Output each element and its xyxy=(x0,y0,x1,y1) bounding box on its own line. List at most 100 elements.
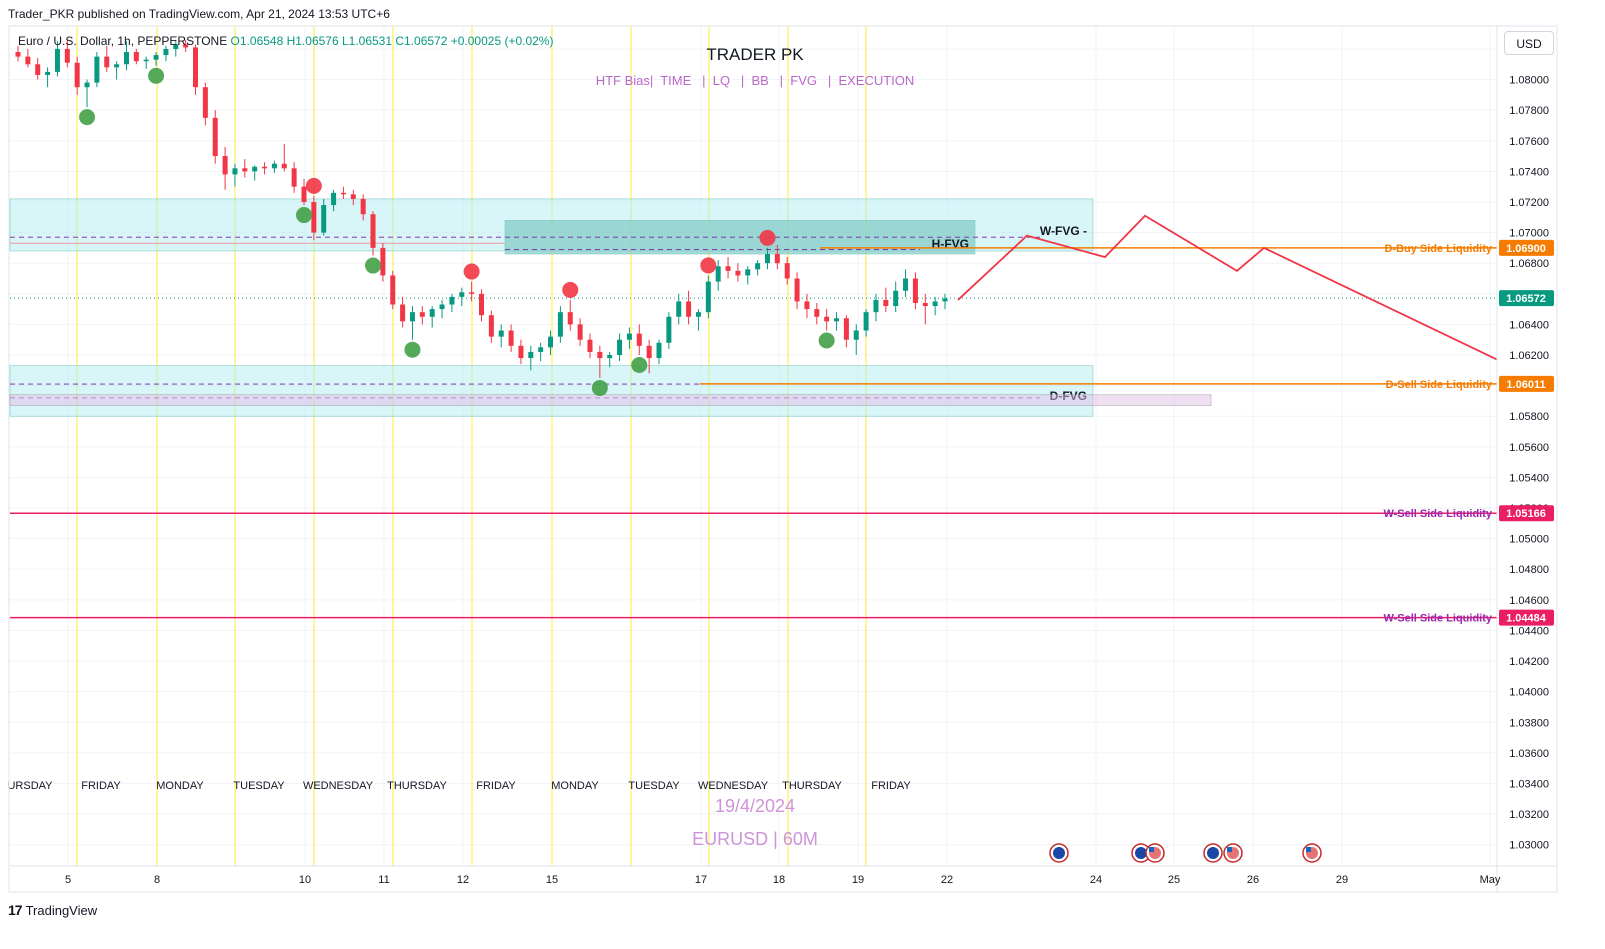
candle-body[interactable] xyxy=(735,270,741,276)
candle-body[interactable] xyxy=(104,56,110,68)
us-flag-icon[interactable] xyxy=(1145,843,1165,863)
candle-body[interactable] xyxy=(922,302,928,307)
candle-body[interactable] xyxy=(419,312,425,317)
candle-body[interactable] xyxy=(715,266,721,282)
eu-flag-icon[interactable] xyxy=(1203,843,1223,863)
candle-body[interactable] xyxy=(804,301,810,310)
candle-body[interactable] xyxy=(15,52,21,57)
candle-body[interactable] xyxy=(626,333,632,340)
tradingview-logo[interactable]: 17 TradingView xyxy=(8,902,97,918)
candle-body[interactable] xyxy=(824,316,830,322)
candle-body[interactable] xyxy=(429,309,435,317)
candle-body[interactable] xyxy=(252,166,258,172)
candle-body[interactable] xyxy=(183,44,189,48)
candle-body[interactable] xyxy=(528,351,534,359)
candle-body[interactable] xyxy=(814,309,820,317)
candle-body[interactable] xyxy=(508,330,514,346)
candle-body[interactable] xyxy=(449,296,455,305)
candle-body[interactable] xyxy=(873,299,879,313)
candle-body[interactable] xyxy=(764,254,770,264)
candle-body[interactable] xyxy=(459,292,465,297)
candle-body[interactable] xyxy=(794,278,800,302)
candle-body[interactable] xyxy=(666,316,672,343)
candle-body[interactable] xyxy=(242,168,248,172)
candle-body[interactable] xyxy=(54,48,60,72)
candle-body[interactable] xyxy=(281,163,287,169)
candle-body[interactable] xyxy=(863,312,869,331)
candle-body[interactable] xyxy=(587,339,593,352)
candle-body[interactable] xyxy=(577,324,583,340)
candle-body[interactable] xyxy=(193,47,199,88)
candle-body[interactable] xyxy=(331,192,337,206)
candle-body[interactable] xyxy=(784,263,790,279)
candle-body[interactable] xyxy=(212,117,218,157)
currency-button[interactable]: USD xyxy=(1504,31,1554,55)
time-axis[interactable]: 5 8 10 11 12 15 17 18 19 22 24 25 26 29 May xyxy=(65,874,1501,886)
candle-body[interactable] xyxy=(883,299,889,307)
candle-body[interactable] xyxy=(123,52,129,65)
candle-body[interactable] xyxy=(94,56,100,83)
candle-body[interactable] xyxy=(301,186,307,202)
candle-body[interactable] xyxy=(518,345,524,359)
candle-body[interactable] xyxy=(834,318,840,322)
candle-body[interactable] xyxy=(597,351,603,359)
candle-body[interactable] xyxy=(607,355,613,359)
candle-body[interactable] xyxy=(390,275,396,305)
candle-body[interactable] xyxy=(488,315,494,337)
candle-body[interactable] xyxy=(932,301,938,307)
candle-body[interactable] xyxy=(676,301,682,317)
candle-body[interactable] xyxy=(311,201,317,233)
candle-body[interactable] xyxy=(202,87,208,118)
candle-body[interactable] xyxy=(321,205,327,233)
candle-body[interactable] xyxy=(133,52,139,62)
candle-body[interactable] xyxy=(114,64,120,68)
candle-body[interactable] xyxy=(84,82,90,88)
us-flag-icon[interactable] xyxy=(1302,843,1322,863)
candle-body[interactable] xyxy=(143,59,149,62)
candle-body[interactable] xyxy=(291,168,297,187)
symbol-legend[interactable]: Euro / U.S. Dollar, 1h, PEPPERSTONE O1.0… xyxy=(18,34,553,48)
candle-body[interactable] xyxy=(538,347,544,352)
candle-body[interactable] xyxy=(567,312,573,325)
candle-body[interactable] xyxy=(262,166,268,169)
candle-body[interactable] xyxy=(35,64,41,75)
candle-body[interactable] xyxy=(360,198,366,215)
candlestick-series[interactable] xyxy=(15,39,948,378)
candle-body[interactable] xyxy=(271,163,277,169)
candle-body[interactable] xyxy=(646,345,652,359)
candle-body[interactable] xyxy=(370,214,376,248)
candle-body[interactable] xyxy=(942,298,948,302)
candle-body[interactable] xyxy=(173,44,179,49)
candle-body[interactable] xyxy=(617,339,623,356)
candle-body[interactable] xyxy=(380,247,386,276)
candle-body[interactable] xyxy=(498,330,504,337)
candle-body[interactable] xyxy=(686,301,692,317)
candle-body[interactable] xyxy=(439,304,445,310)
candle-body[interactable] xyxy=(853,330,859,340)
candle-body[interactable] xyxy=(912,278,918,303)
candle-body[interactable] xyxy=(745,269,751,276)
candle-body[interactable] xyxy=(45,71,51,75)
candle-body[interactable] xyxy=(222,156,228,175)
symbol-name[interactable]: Euro / U.S. Dollar, 1h, PEPPERSTONE xyxy=(18,34,228,48)
candle-body[interactable] xyxy=(350,194,356,199)
candle-body[interactable] xyxy=(725,266,731,271)
eu-flag-icon[interactable] xyxy=(1049,843,1069,863)
eu-flag-icon[interactable] xyxy=(1131,843,1151,863)
candle-body[interactable] xyxy=(340,192,346,195)
candle-body[interactable] xyxy=(25,56,31,65)
candle-body[interactable] xyxy=(163,48,169,56)
candle-body[interactable] xyxy=(903,278,909,291)
candle-body[interactable] xyxy=(548,336,554,348)
candle-body[interactable] xyxy=(755,263,761,270)
candle-body[interactable] xyxy=(557,312,563,337)
candle-body[interactable] xyxy=(409,312,415,322)
candle-body[interactable] xyxy=(74,62,80,88)
candle-body[interactable] xyxy=(400,304,406,322)
candle-body[interactable] xyxy=(153,55,159,60)
candle-body[interactable] xyxy=(469,292,475,294)
candle-body[interactable] xyxy=(64,48,70,63)
candle-body[interactable] xyxy=(636,333,642,346)
candle-body[interactable] xyxy=(705,281,711,313)
